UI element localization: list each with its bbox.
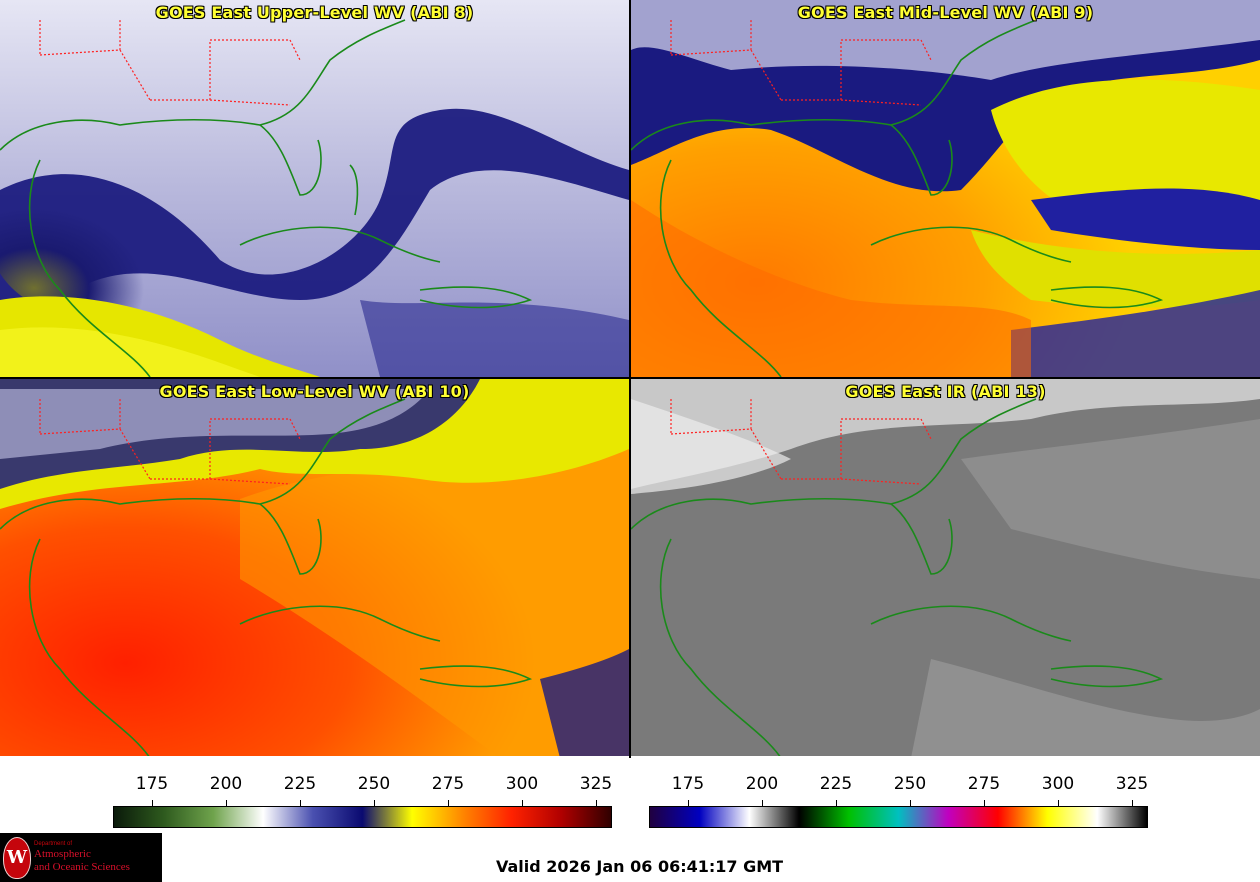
logo-line1: Atmospheric bbox=[34, 848, 91, 860]
ir-tick-label: 200 bbox=[745, 774, 779, 794]
ir-tick-mark bbox=[984, 800, 985, 806]
wv-tick-label: 175 bbox=[135, 774, 169, 794]
ir-image bbox=[631, 379, 1260, 756]
ir-tick-mark bbox=[762, 800, 763, 806]
ir-tick-label: 275 bbox=[967, 774, 1001, 794]
ir-panel: GOES East IR (ABI 13) bbox=[631, 379, 1260, 756]
logo-line2: and Oceanic Sciences bbox=[34, 861, 130, 873]
wv-tick-mark bbox=[152, 800, 153, 806]
wv-tick-label: 300 bbox=[505, 774, 539, 794]
panel-title: GOES East Low-Level WV (ABI 10) bbox=[159, 382, 470, 401]
ir-tick-mark bbox=[836, 800, 837, 806]
panel-divider-vertical bbox=[629, 0, 631, 758]
ir-tick-label: 225 bbox=[819, 774, 853, 794]
ir-tick-label: 175 bbox=[671, 774, 705, 794]
valid-time-label: Valid 2026 Jan 06 06:41:17 GMT bbox=[496, 857, 784, 876]
logo-department-text: Department of bbox=[34, 841, 73, 847]
wv-tick-mark bbox=[226, 800, 227, 806]
wv-tick-mark bbox=[448, 800, 449, 806]
wv-tick-label: 250 bbox=[357, 774, 391, 794]
wv-tick-label: 325 bbox=[579, 774, 613, 794]
ir-tick-mark bbox=[1058, 800, 1059, 806]
ir-tick-label: 300 bbox=[1041, 774, 1075, 794]
mid-level-wv-panel: GOES East Mid-Level WV (ABI 9) bbox=[631, 0, 1260, 377]
wv-tick-label: 200 bbox=[209, 774, 243, 794]
wv-tick-mark bbox=[596, 800, 597, 806]
wv-tick-mark bbox=[300, 800, 301, 806]
panel-title: GOES East Mid-Level WV (ABI 9) bbox=[797, 3, 1094, 22]
wv-tick-mark bbox=[374, 800, 375, 806]
ir-tick-mark bbox=[688, 800, 689, 806]
low-level-wv-panel: GOES East Low-Level WV (ABI 10) bbox=[0, 379, 629, 756]
wv-tick-mark bbox=[522, 800, 523, 806]
ir-tick-mark bbox=[1132, 800, 1133, 806]
wv-tick-label: 275 bbox=[431, 774, 465, 794]
low-level-wv-image bbox=[0, 379, 629, 756]
ir-tick-mark bbox=[910, 800, 911, 806]
wv-tick-label: 225 bbox=[283, 774, 317, 794]
upper-level-wv-panel: GOES East Upper-Level WV (ABI 8) bbox=[0, 0, 629, 377]
upper-level-wv-image bbox=[0, 0, 629, 377]
panel-divider-horizontal bbox=[0, 377, 1260, 379]
mid-level-wv-image bbox=[631, 0, 1260, 377]
ir-colorbar bbox=[649, 806, 1148, 828]
panel-title: GOES East Upper-Level WV (ABI 8) bbox=[155, 3, 474, 22]
panel-title: GOES East IR (ABI 13) bbox=[845, 382, 1046, 401]
wv-colorbar bbox=[113, 806, 612, 828]
ir-tick-label: 325 bbox=[1115, 774, 1149, 794]
uw-seal-icon: W bbox=[3, 837, 31, 879]
ir-tick-label: 250 bbox=[893, 774, 927, 794]
aos-logo[interactable]: W Department of Atmospheric and Oceanic … bbox=[0, 833, 162, 882]
